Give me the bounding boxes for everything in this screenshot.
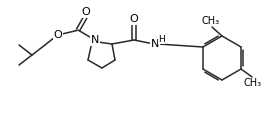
Text: O: O <box>82 7 90 17</box>
Text: CH₃: CH₃ <box>244 78 262 88</box>
Text: O: O <box>130 14 138 24</box>
Text: N: N <box>151 39 159 49</box>
Text: CH₃: CH₃ <box>202 16 220 26</box>
Text: O: O <box>54 30 62 40</box>
Text: N: N <box>91 35 99 45</box>
Text: H: H <box>158 34 165 44</box>
